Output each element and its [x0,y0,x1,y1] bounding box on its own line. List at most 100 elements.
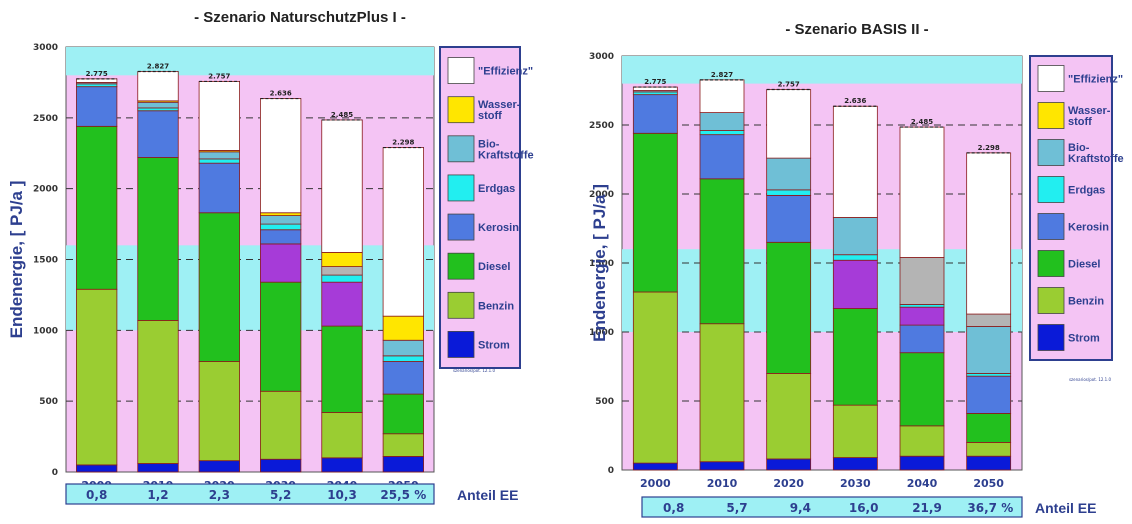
legend-swatch-strom [1037,324,1065,351]
bar-segment-effizienz [321,119,363,253]
bar-segment-effizienz [899,126,945,258]
legend-swatch-kerosin [1037,213,1065,240]
legend: "Effizienz" Wasser-stoff Bio-Kraftstoffe Er… [1029,55,1124,361]
bar-segment-grau [321,266,363,276]
x-tick-label: 2020 [773,477,804,490]
bar-segment-benzin [832,404,878,458]
bar-segment-kerosin [198,162,240,214]
bar-segment-effizienz [699,79,745,113]
bar-segment-erdgas [260,223,302,231]
bar-segment-erdgas [198,158,240,164]
bar-segment-benzin [198,361,240,462]
bar-segment-diesel [198,212,240,362]
y-tick-label: 0 [608,466,614,476]
bar-total-label: 2.298 [978,144,1000,152]
legend-label: Strom [478,339,510,351]
bar-segment-benzin [699,323,745,463]
bar-segment-effizienz [137,71,179,102]
ee-share-value: 36,7 % [967,501,1013,515]
legend-label: Kraftstoffe [1068,153,1124,165]
bar-segment-diesel [899,352,945,427]
y-tick-label: 2000 [589,190,614,200]
legend-swatch-wasserstoff [1037,102,1065,129]
bar-segment-kerosin [899,324,945,354]
bar-segment-diesel [632,132,678,293]
bar-segment-diesel [76,125,118,290]
bar-segment-erdgas [766,189,812,196]
bar-segment-strom [137,463,179,473]
ee-share-value: 5,2 [270,488,291,502]
bar-segment-strom [966,455,1012,471]
bar-total-label: 2.827 [147,63,169,71]
x-tick-label: 2040 [907,477,938,490]
bar-total-label: 2.757 [208,72,230,80]
legend-label: Kerosin [478,222,519,234]
y-tick-label: 2500 [589,121,614,131]
bar-segment-bio-kraftstoffe [966,326,1012,374]
legend-swatch-erdgas [447,174,475,202]
bar-total-label: 2.775 [644,78,666,86]
bar-segment-strom [260,458,302,473]
legend-label: Bio- [478,138,500,150]
bar-segment-effizienz [766,89,812,159]
legend-swatch-bio-kraftstoffe [1037,139,1065,166]
legend-label: "Effizienz" [1068,74,1123,86]
ee-share-value: 2,3 [209,488,230,502]
ee-share-value: 16,0 [849,501,879,515]
bar-segment-wasserstoff [321,252,363,267]
bar-segment-benzin [137,320,179,464]
bar-segment-sonstige [321,281,363,327]
x-tick-label: 2050 [973,477,1004,490]
ee-share-value: 0,8 [86,488,107,502]
ee-share-value: 10,3 [327,488,357,502]
bar-segment-erdgas [76,83,118,88]
bar-total-label: 2.485 [911,118,933,126]
bar-segment-strom [198,460,240,473]
bar-segment-bio-kraftstoffe [137,101,179,109]
bar-total-label: 2.636 [844,97,866,105]
ee-share-label: Anteil EE [457,487,518,503]
bar-segment-benzin [966,441,1012,457]
bar-segment-erdgas [699,130,745,136]
legend-label: Erdgas [478,183,515,195]
y-tick-label: 0 [52,468,58,478]
bar-segment-diesel [137,157,179,321]
legend-label: Wasser- [1068,105,1111,117]
y-tick-label: 3000 [589,52,614,62]
legend-swatch-bio-kraftstoffe [447,135,475,163]
ee-share-label: Anteil EE [1035,500,1096,516]
bar-segment-erdgas [382,355,424,362]
ee-share-row: 0,8 1,2 2,3 5,2 10,3 25,5 % Anteil EE [65,483,518,505]
x-tick-label: 2010 [707,477,738,490]
legend-swatch-erdgas [1037,176,1065,203]
chart-2: - Szenario BASIS II - 0 500 1000 1500 2000 250… [589,21,1124,518]
bar-segment-bio-kraftstoffe [832,217,878,256]
bar-segment-benzin [632,291,678,464]
ee-share-value: 0,8 [663,501,684,515]
legend-swatch-benzin [447,291,475,319]
legend-box [439,46,521,369]
bar-segment-diesel [699,178,745,325]
bar-segment-kerosin [766,194,812,243]
band-top [622,56,1022,84]
bar-segment-erdgas [899,303,945,308]
ee-share-box [65,483,435,505]
ee-share-value: 9,4 [790,501,811,515]
legend-swatch-strom [447,331,475,358]
bar-total-label: 2.775 [86,70,108,78]
bar-segment-benzin [321,412,363,459]
band-middle [622,249,1022,332]
bar-segment-effizienz [966,152,1012,315]
bar-segment-bio-kraftstoffe [766,157,812,191]
bar-segment-sonstige [899,306,945,326]
y-tick-label: 1000 [589,328,614,338]
legend-label: Benzin [478,300,514,312]
ee-share-box [641,496,1023,518]
legend-label: Kraftstoffe [478,149,534,161]
source-note: szenarios/pot. 12.1.0 [1069,377,1112,382]
bar-segment-diesel [260,281,302,392]
legend-swatch-effizienz [447,57,475,84]
legend-box [1029,55,1113,361]
bar-segment-bio-kraftstoffe [260,215,302,225]
